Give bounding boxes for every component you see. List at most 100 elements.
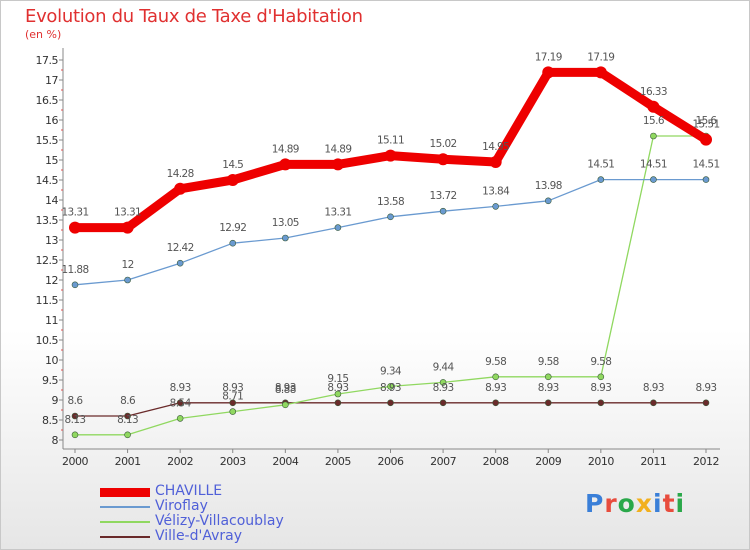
y-tick-label: 9.5 xyxy=(42,374,58,387)
data-label: 13.05 xyxy=(272,217,299,229)
logo-letter: o xyxy=(617,489,636,518)
series-point-1 xyxy=(439,207,447,215)
data-label: 14.28 xyxy=(167,168,194,180)
logo-letter: x xyxy=(635,489,653,518)
data-label: 8.93 xyxy=(275,382,296,394)
series-point-1 xyxy=(597,176,605,183)
series-point-3 xyxy=(71,412,79,420)
x-tick-label: 2004 xyxy=(272,455,298,468)
data-label: 9.58 xyxy=(538,356,559,368)
data-label: 13.31 xyxy=(61,207,88,219)
series-point-2 xyxy=(71,431,79,439)
data-label: 8.93 xyxy=(590,382,611,394)
data-label: 14.5 xyxy=(222,159,243,171)
chart-title: Evolution du Taux de Taxe d'Habitation xyxy=(25,6,363,27)
series-point-0 xyxy=(121,221,134,234)
series-point-0 xyxy=(279,158,292,171)
y-tick-label: 11 xyxy=(45,314,58,327)
series-point-1 xyxy=(544,197,552,205)
data-label: 15.02 xyxy=(430,138,457,150)
series-point-1 xyxy=(702,176,710,183)
data-label: 17.19 xyxy=(535,51,562,63)
series-point-2 xyxy=(176,415,184,422)
data-label: 12.92 xyxy=(219,222,246,234)
y-tick-label: 17.5 xyxy=(36,54,59,67)
series-point-1 xyxy=(334,224,342,231)
y-tick-label: 10 xyxy=(45,354,58,367)
logo-letter: t xyxy=(662,489,676,518)
x-tick-label: 2000 xyxy=(62,455,88,468)
data-label: 8.13 xyxy=(117,414,138,426)
series-point-2 xyxy=(387,383,394,390)
data-label: 8.88 xyxy=(275,384,296,396)
y-tick-label: 12.5 xyxy=(36,254,59,267)
series-point-1 xyxy=(650,176,657,183)
series-point-2 xyxy=(650,132,657,140)
data-label: 15.6 xyxy=(696,115,718,127)
data-label: 9.15 xyxy=(327,373,348,385)
data-label: 15.11 xyxy=(377,135,404,147)
x-tick-label: 2003 xyxy=(220,455,246,468)
series-point-2 xyxy=(229,408,237,415)
data-label: 15.6 xyxy=(643,115,665,127)
data-label: 9.44 xyxy=(433,361,455,373)
series-point-3 xyxy=(492,399,499,407)
legend-swatch xyxy=(100,488,150,497)
x-tick-label: 2006 xyxy=(378,455,404,468)
series-point-1 xyxy=(492,203,499,210)
y-tick-label: 9 xyxy=(52,394,59,407)
series-point-0 xyxy=(384,149,397,162)
data-label: 9.34 xyxy=(380,365,402,377)
y-tick-label: 15.5 xyxy=(36,134,59,147)
series-point-2 xyxy=(124,431,131,439)
series-point-0 xyxy=(489,156,502,168)
legend-label: Ville-d'Avray xyxy=(155,528,243,544)
data-label: 8.93 xyxy=(485,382,506,394)
series-point-0 xyxy=(594,66,607,79)
data-label: 12.42 xyxy=(167,242,194,254)
x-tick-label: 2009 xyxy=(535,455,561,468)
data-label: 8.93 xyxy=(696,382,717,394)
legend-swatch xyxy=(100,521,150,523)
legend-label: Vélizy-Villacoublay xyxy=(155,513,284,529)
data-label: 14.89 xyxy=(272,143,299,155)
y-tick-label: 17 xyxy=(45,74,58,87)
data-label: 13.84 xyxy=(482,185,510,197)
data-label: 8.93 xyxy=(222,382,243,394)
y-tick-label: 14 xyxy=(45,194,58,207)
series-point-0 xyxy=(437,153,450,166)
data-label: 13.58 xyxy=(377,196,404,208)
data-label: 8.93 xyxy=(538,382,559,394)
y-tick-label: 15 xyxy=(45,154,58,167)
series-point-0 xyxy=(647,100,660,113)
y-tick-label: 16 xyxy=(45,114,58,127)
series-point-1 xyxy=(71,281,79,289)
data-label: 16.33 xyxy=(640,86,667,98)
series-point-3 xyxy=(702,399,710,407)
series-point-1 xyxy=(282,234,289,242)
series-point-3 xyxy=(229,399,237,407)
data-label: 11.88 xyxy=(61,264,88,276)
logo-letter: i xyxy=(675,489,686,518)
data-label: 17.19 xyxy=(587,51,614,63)
series-point-3 xyxy=(124,412,131,420)
data-label: 14.51 xyxy=(587,159,614,171)
series-point-2 xyxy=(334,390,342,398)
series-point-0 xyxy=(542,66,555,79)
data-label: 9.58 xyxy=(485,356,506,368)
y-tick-label: 8.5 xyxy=(42,414,58,427)
y-tick-label: 13 xyxy=(45,234,58,247)
data-label: 8.54 xyxy=(170,397,192,409)
chart-subtitle: (en %) xyxy=(25,28,62,41)
data-label: 14.95 xyxy=(482,141,509,153)
legend-swatch xyxy=(100,506,150,508)
data-label: 8.93 xyxy=(380,382,401,394)
series-point-0 xyxy=(226,174,239,186)
y-tick-label: 8 xyxy=(52,434,59,447)
x-tick-label: 2005 xyxy=(325,455,351,468)
data-label: 15.51 xyxy=(692,119,719,131)
y-tick-label: 16.5 xyxy=(36,94,59,107)
y-tick-label: 11.5 xyxy=(36,294,59,307)
data-label: 8.71 xyxy=(222,391,243,403)
